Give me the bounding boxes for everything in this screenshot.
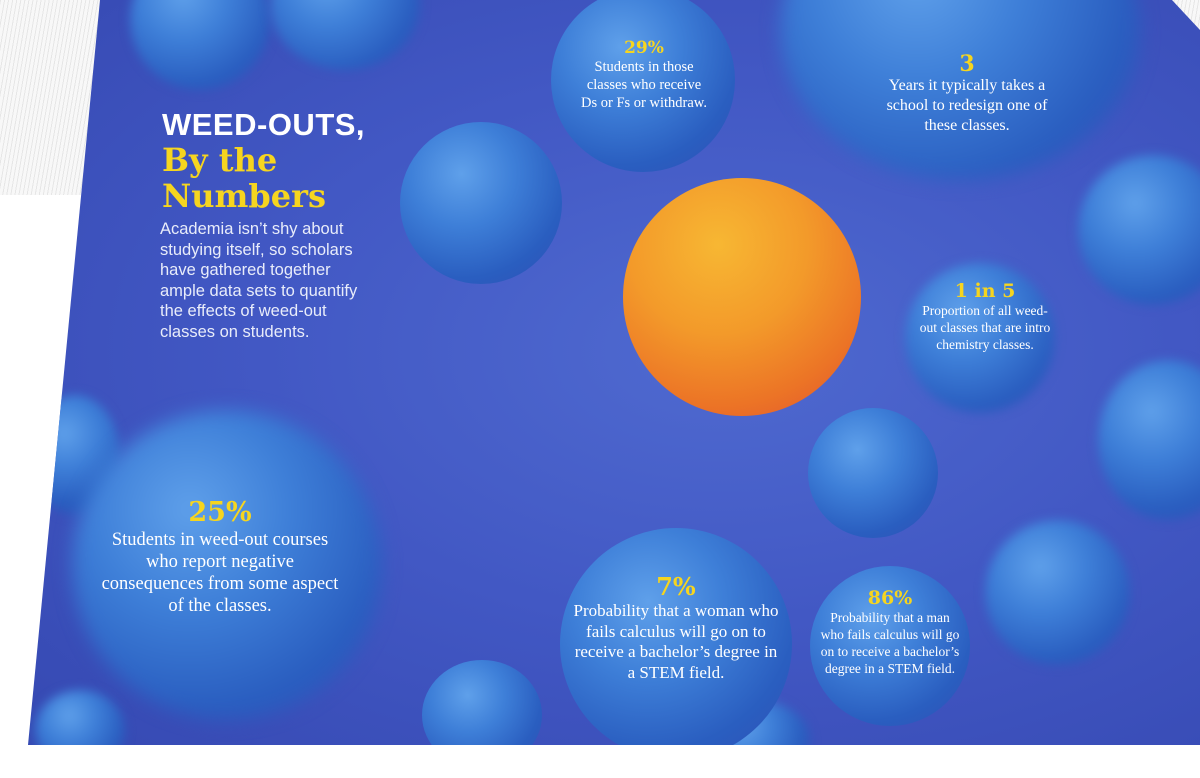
stat-text: Proportion of all weed-out classes that …: [919, 303, 1051, 352]
bubble-decor: [422, 660, 542, 745]
stat-29-percent: 29% Students in those classes who receiv…: [578, 38, 710, 112]
bubble-decor: [270, 0, 420, 70]
headline-line1: WEED-OUTS,: [162, 107, 366, 142]
bubble-7: [560, 528, 792, 745]
stat-value: 7%: [656, 572, 696, 601]
headline: WEED-OUTS, By the Numbers: [162, 107, 422, 215]
bubble-decor: [400, 122, 562, 284]
bubble-29: [551, 0, 735, 172]
stat-text: Probability that a man who fails calculu…: [820, 610, 960, 676]
stat-value: 86%: [867, 587, 913, 609]
stat-value: 29%: [624, 38, 664, 58]
stat-value: 3: [959, 51, 975, 77]
bubble-86: [810, 566, 970, 726]
bubble-decor: [130, 0, 270, 90]
bubble-decor: [1098, 360, 1200, 520]
stat-value: 25%: [188, 497, 252, 528]
bubble-decor: [985, 520, 1130, 665]
stat-3-years: 3 Years it typically takes a school to r…: [874, 52, 1060, 136]
intro-text: Academia isn’t shy about studying itself…: [160, 220, 358, 341]
bubble-1in5: [905, 263, 1055, 413]
orange-sphere: [623, 178, 861, 416]
bubble-25: [72, 410, 382, 720]
stat-7-percent: 7% Probability that a woman who fails ca…: [570, 573, 782, 683]
stat-1-in-5: 1 in 5 Proportion of all weed-out classe…: [917, 280, 1053, 353]
headline-line3: Numbers: [162, 177, 326, 215]
bubble-decor: [35, 690, 125, 745]
stat-text: Years it typically takes a school to red…: [886, 77, 1048, 134]
stat-text: Probability that a woman who fails calcu…: [573, 601, 779, 682]
headline-line2: By the: [162, 141, 278, 179]
bubble-decor: [808, 408, 938, 538]
stat-25-percent: 25% Students in weed-out courses who rep…: [96, 497, 344, 617]
stat-value: 1 in 5: [954, 280, 1016, 302]
stat-86-percent: 86% Probability that a man who fails cal…: [818, 587, 962, 677]
stat-text: Students in weed-out courses who report …: [101, 530, 339, 616]
stat-text: Students in those classes who receive Ds…: [581, 59, 707, 111]
bubble-decor: [1078, 155, 1200, 305]
